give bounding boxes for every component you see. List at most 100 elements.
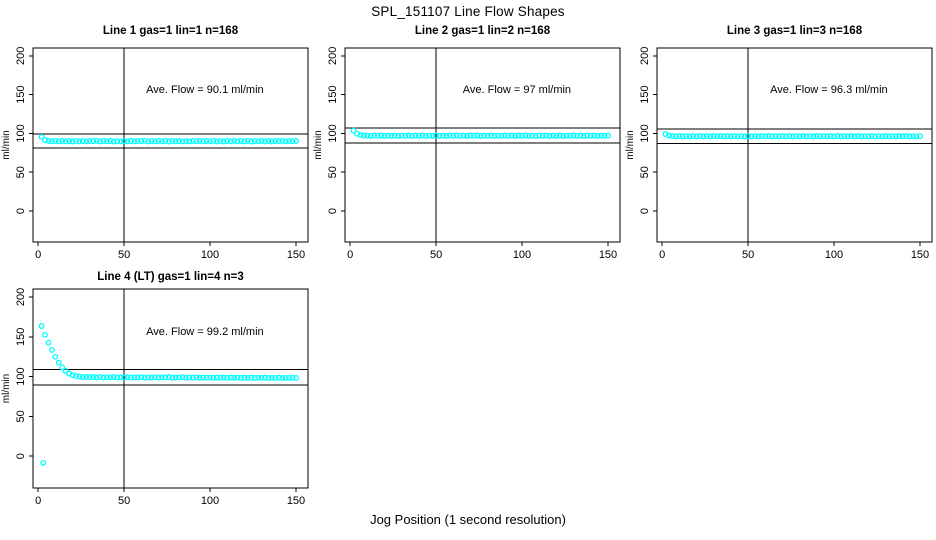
y-tick-label: 0 xyxy=(327,208,339,214)
data-point xyxy=(255,374,262,381)
y-tick-label: 50 xyxy=(327,166,339,178)
data-point xyxy=(505,132,512,139)
data-point xyxy=(275,138,282,145)
data-point xyxy=(525,132,532,139)
ave-flow-annotation: Ave. Flow = 97 ml/min xyxy=(463,84,571,96)
data-point xyxy=(176,138,183,144)
data-point xyxy=(66,138,73,144)
data-point xyxy=(488,132,495,139)
data-point xyxy=(594,133,601,139)
data-point xyxy=(721,133,727,140)
data-point xyxy=(76,138,83,145)
data-point xyxy=(470,132,477,139)
data-point xyxy=(141,137,148,144)
data-point xyxy=(248,138,255,145)
data-point xyxy=(268,138,275,145)
data-point xyxy=(755,133,762,140)
data-point xyxy=(491,133,498,139)
data-point xyxy=(62,138,69,145)
data-point xyxy=(686,133,693,140)
panel-line-3: Line 3 gas=1 lin=3 n=168 Ave. Flow = 96.3… xyxy=(625,25,933,261)
data-point xyxy=(683,133,690,140)
data-point xyxy=(244,138,251,144)
x-tick-label: 100 xyxy=(201,249,219,261)
data-point xyxy=(519,132,525,139)
data-point xyxy=(255,138,262,145)
data-point xyxy=(789,133,796,140)
data-point xyxy=(69,372,76,379)
data-point xyxy=(433,132,440,139)
data-point xyxy=(262,138,268,145)
data-point xyxy=(906,133,913,140)
data-point xyxy=(100,138,107,144)
data-point xyxy=(224,138,231,144)
y-axis-label: ml/min xyxy=(625,130,636,159)
data-point xyxy=(868,133,875,140)
data-point xyxy=(97,138,103,145)
data-point xyxy=(55,138,62,145)
data-point xyxy=(669,133,676,140)
data-point xyxy=(176,374,183,381)
data-point xyxy=(224,374,231,381)
data-point xyxy=(282,138,289,145)
x-tick-label: 100 xyxy=(825,249,843,261)
data-point xyxy=(200,374,207,381)
data-point xyxy=(412,132,419,139)
data-point xyxy=(241,138,248,145)
data-point xyxy=(293,375,299,381)
data-point xyxy=(97,374,103,380)
data-point xyxy=(227,374,234,381)
x-tick-label: 100 xyxy=(201,495,219,507)
data-point xyxy=(110,374,117,380)
data-point xyxy=(73,373,79,380)
data-point xyxy=(429,132,436,139)
data-point xyxy=(460,132,467,139)
data-point xyxy=(587,132,594,139)
data-point xyxy=(213,374,220,381)
data-point xyxy=(467,132,474,139)
data-point xyxy=(234,374,241,381)
subplot-title: Line 2 gas=1 lin=2 n=168 xyxy=(415,25,551,37)
x-tick-label: 50 xyxy=(118,495,130,507)
data-point xyxy=(244,374,251,381)
plot-box xyxy=(32,288,309,489)
data-point xyxy=(272,138,279,144)
data-point xyxy=(381,133,388,140)
data-point xyxy=(824,133,831,140)
data-point xyxy=(872,133,879,140)
data-point xyxy=(279,375,286,382)
data-point xyxy=(227,138,234,145)
data-point xyxy=(145,138,152,145)
data-point xyxy=(38,133,45,140)
data-point xyxy=(782,133,789,140)
data-point xyxy=(138,374,145,381)
data-point xyxy=(405,132,412,139)
data-point xyxy=(598,132,605,139)
data-point xyxy=(672,133,679,140)
data-point xyxy=(367,133,374,139)
panel-line-1: Line 1 gas=1 lin=1 n=168 Ave. Flow = 90.1… xyxy=(1,25,309,261)
data-point xyxy=(354,130,360,137)
data-point xyxy=(827,133,834,140)
data-point xyxy=(179,374,186,381)
data-point xyxy=(889,133,896,140)
data-point xyxy=(738,133,745,140)
data-point xyxy=(374,132,381,139)
data-point xyxy=(73,137,79,144)
y-tick-label: 50 xyxy=(15,166,27,178)
data-point xyxy=(769,133,776,140)
data-point xyxy=(553,132,560,139)
data-point xyxy=(251,375,258,381)
data-point xyxy=(532,133,539,140)
data-point xyxy=(419,132,426,139)
data-point xyxy=(162,137,169,144)
data-point xyxy=(207,138,213,145)
data-point xyxy=(834,132,841,139)
data-point xyxy=(360,132,367,139)
data-point xyxy=(289,374,296,381)
data-point xyxy=(697,133,703,139)
data-point xyxy=(584,132,591,139)
data-point xyxy=(679,133,686,140)
data-point xyxy=(231,137,238,144)
data-point xyxy=(446,132,453,139)
